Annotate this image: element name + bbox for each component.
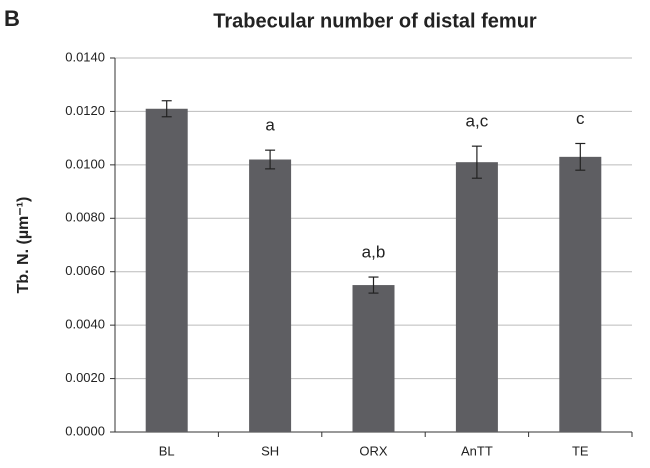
bar bbox=[455, 162, 498, 432]
y-tick-label: 0.0120 bbox=[65, 103, 105, 118]
y-tick-label: 0.0140 bbox=[65, 49, 105, 64]
annotation: a,c bbox=[466, 112, 489, 131]
bar bbox=[559, 156, 602, 433]
bar bbox=[249, 159, 292, 432]
panel-label: B bbox=[4, 6, 20, 31]
y-axis-label: Tb. N. (µm⁻¹) bbox=[15, 197, 32, 294]
bar bbox=[145, 108, 188, 432]
error-bar bbox=[161, 100, 172, 118]
y-tick-label: 0.0060 bbox=[65, 263, 105, 278]
error-bar bbox=[575, 142, 586, 171]
x-tick-label: SH bbox=[261, 443, 279, 458]
bar bbox=[352, 285, 395, 432]
y-tick-label: 0.0100 bbox=[65, 156, 105, 171]
y-tick-label: 0.0020 bbox=[65, 370, 105, 385]
y-tick-label: 0.0000 bbox=[65, 423, 105, 438]
error-bar bbox=[265, 149, 276, 170]
error-bar bbox=[471, 145, 482, 179]
annotation: a,b bbox=[362, 243, 386, 262]
x-tick-label: BL bbox=[159, 443, 175, 458]
x-tick-label: ORX bbox=[359, 443, 388, 458]
x-tick-label: AnTT bbox=[461, 443, 493, 458]
chart-title: Trabecular number of distal femur bbox=[213, 10, 537, 32]
annotation: c bbox=[576, 109, 585, 128]
y-tick-label: 0.0080 bbox=[65, 210, 105, 225]
annotation: a bbox=[265, 116, 275, 135]
error-bar bbox=[368, 276, 379, 294]
y-tick-label: 0.0040 bbox=[65, 317, 105, 332]
x-tick-label: TE bbox=[572, 443, 589, 458]
